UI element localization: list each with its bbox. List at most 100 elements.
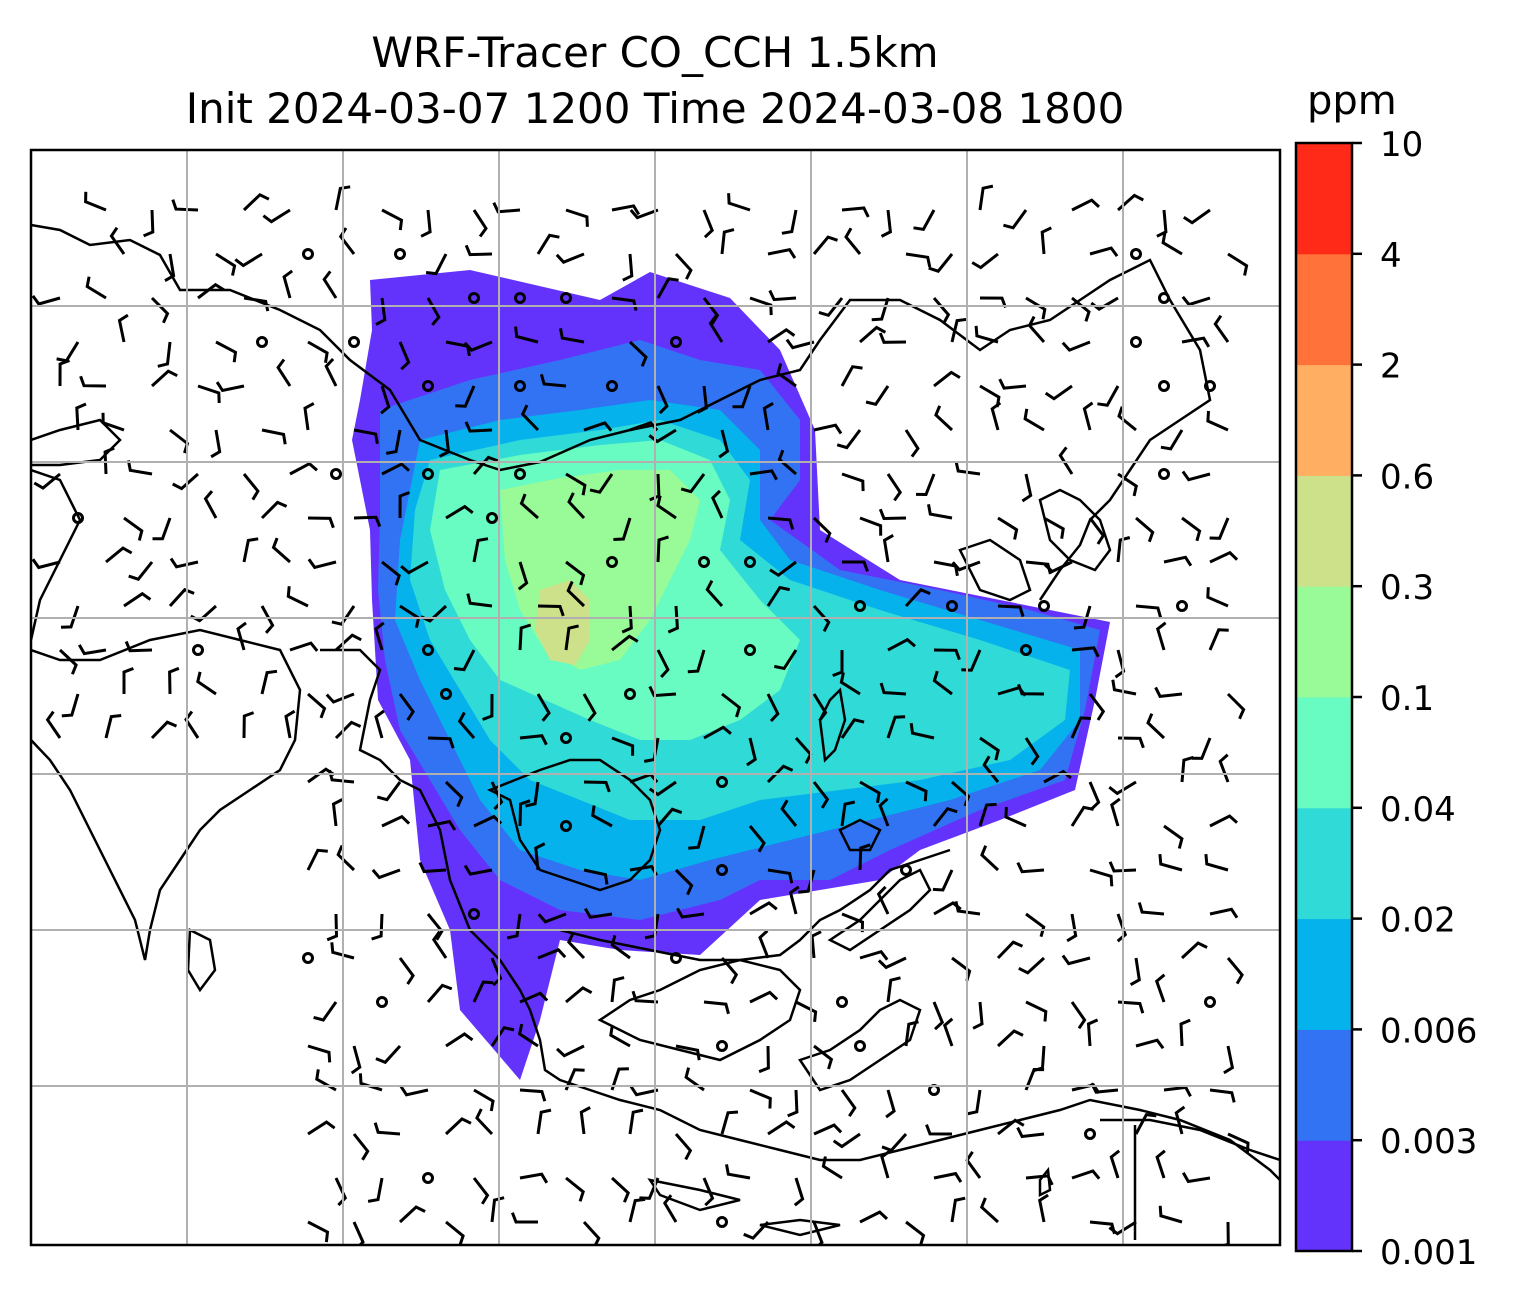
wind-barb <box>732 385 752 409</box>
wind-barb <box>885 1089 896 1119</box>
wind-barb <box>168 666 180 695</box>
wind-barb <box>1025 296 1047 320</box>
wind-barb <box>104 714 122 739</box>
wind-barb <box>1023 408 1045 432</box>
wind-barb <box>60 605 80 629</box>
wind-barb <box>464 244 493 257</box>
wind-barb-calm <box>854 1040 866 1052</box>
wind-barb <box>1016 1126 1045 1139</box>
wind-barb <box>566 580 586 608</box>
wind-barb <box>338 227 356 255</box>
wind-barb <box>705 580 724 608</box>
wind-barb-calm <box>744 644 756 656</box>
wind-barb-calm <box>1204 996 1216 1008</box>
wind-barb <box>1016 861 1045 874</box>
wind-barb-calm <box>1038 600 1050 612</box>
wind-barb <box>445 504 474 520</box>
wind-barb <box>1154 973 1166 1003</box>
wind-barb <box>1146 713 1166 740</box>
wind-barb-calm <box>440 688 452 700</box>
wind-barb <box>1024 737 1040 766</box>
wind-barb <box>1226 692 1246 720</box>
wind-barb <box>84 191 107 212</box>
wind-barb <box>720 957 739 985</box>
wind-barb <box>326 913 339 942</box>
wind-barb-calm <box>1084 1128 1096 1140</box>
wind-barb <box>517 561 529 591</box>
wind-barb <box>371 868 401 880</box>
wind-barb <box>152 517 172 541</box>
wind-barb <box>352 1221 365 1245</box>
wind-barb <box>997 604 1025 618</box>
wind-barb <box>331 605 356 626</box>
wind-barb <box>766 585 791 607</box>
wind-barb <box>842 560 869 572</box>
wind-barb <box>374 621 385 651</box>
wind-barb <box>381 208 404 231</box>
wind-barb <box>1180 941 1208 960</box>
wind-barb <box>564 1068 585 1091</box>
wind-barb <box>1135 1038 1165 1050</box>
wind-barb <box>813 423 843 435</box>
wind-barb <box>565 986 593 1004</box>
wind-barb <box>972 1001 984 1030</box>
wind-barb <box>1017 683 1045 696</box>
wind-barb <box>832 1132 861 1149</box>
wind-barb <box>103 446 115 475</box>
wind-barb <box>978 184 994 211</box>
wind-barb-calm <box>716 776 728 788</box>
wind-barb <box>215 252 237 276</box>
wind-barb <box>150 296 170 324</box>
wind-barb-calm <box>1158 468 1170 480</box>
wind-barb <box>536 693 551 722</box>
colorbar-tick-label: 0.3 <box>1380 568 1434 608</box>
wind-barb <box>702 209 714 239</box>
wind-barb-calm <box>514 468 526 480</box>
wind-barb <box>656 807 683 827</box>
wind-barb <box>927 504 953 520</box>
wind-barb <box>215 381 245 393</box>
wind-barb <box>519 1088 547 1102</box>
wind-barb <box>611 296 638 311</box>
wind-barb <box>749 990 779 1004</box>
wind-barb <box>629 1085 659 1097</box>
wind-barb <box>812 604 831 632</box>
wind-barb <box>1155 621 1167 651</box>
wind-barb <box>656 649 670 679</box>
wind-barb <box>780 799 798 827</box>
wind-barb <box>122 667 134 694</box>
wind-barb <box>506 913 522 940</box>
wind-barb <box>519 493 539 520</box>
wind-barb <box>1137 902 1165 916</box>
wind-barb <box>284 709 296 739</box>
wind-barb <box>1043 516 1065 539</box>
wind-barb <box>1163 555 1193 567</box>
wind-barb <box>720 228 735 255</box>
wind-barb-calm <box>670 336 682 348</box>
wind-barb <box>171 199 199 212</box>
wind-barb <box>324 357 338 387</box>
wind-barb <box>583 907 613 919</box>
wind-barb-calm <box>514 292 526 304</box>
wind-barb <box>954 460 981 476</box>
wind-barb <box>904 429 920 458</box>
wind-barb <box>687 649 706 674</box>
wind-barb <box>933 1171 963 1183</box>
wind-barb <box>555 252 585 264</box>
wind-barb <box>582 693 597 722</box>
wind-barb <box>767 327 796 344</box>
wind-barb <box>878 332 907 344</box>
wind-barb <box>1021 473 1033 503</box>
wind-barb <box>472 1177 490 1205</box>
wind-barb <box>746 737 757 767</box>
wind-barb <box>703 1000 730 1015</box>
wind-barb <box>196 671 217 696</box>
wind-barb <box>996 1029 1024 1048</box>
wind-barb <box>565 560 586 586</box>
wind-barb <box>565 1176 585 1202</box>
wind-barb-calm <box>192 644 204 656</box>
wind-barb <box>1061 340 1091 352</box>
wind-barb <box>882 533 894 563</box>
wind-barb <box>934 405 954 432</box>
